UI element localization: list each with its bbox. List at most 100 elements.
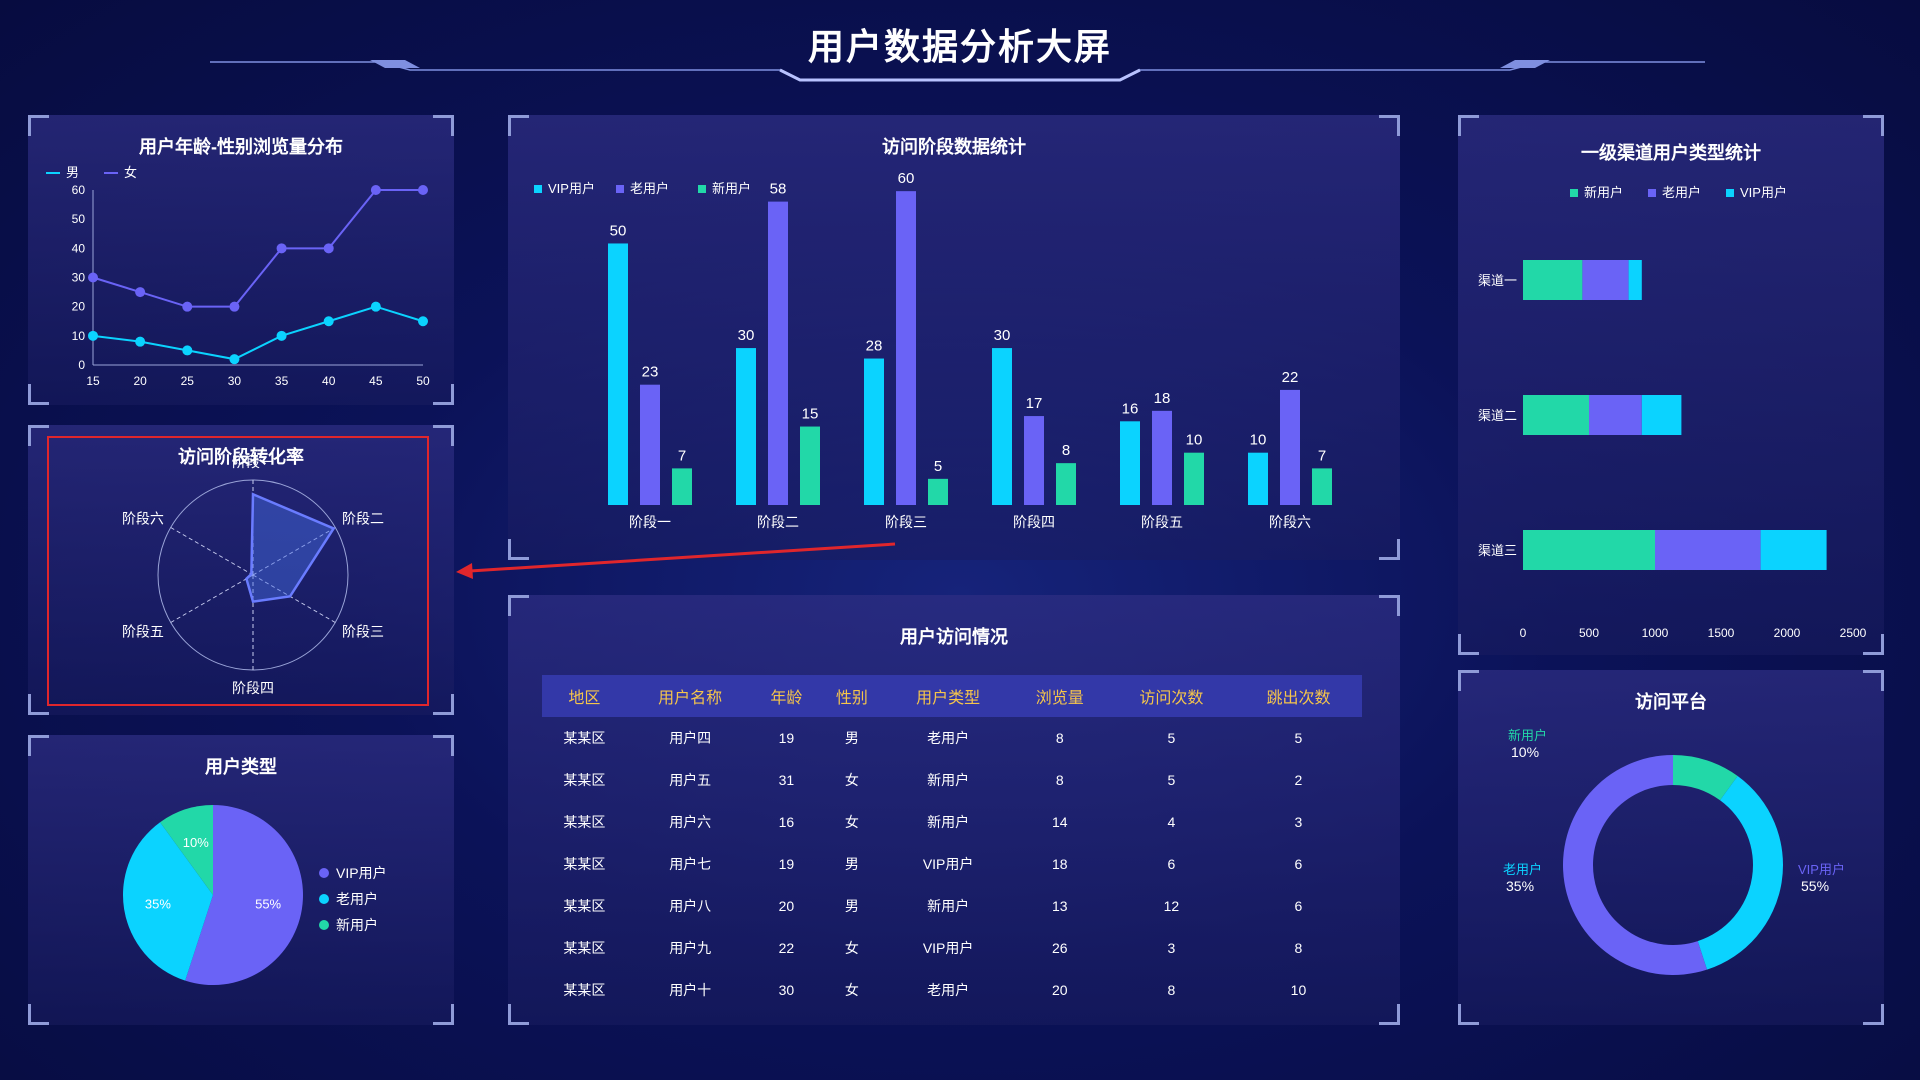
data-point [370, 301, 381, 312]
table-cell: 2 [1294, 772, 1303, 788]
x-tick-label: 阶段三 [885, 514, 927, 530]
bar-value-label: 17 [1026, 395, 1043, 412]
table-cell: VIP用户 [922, 856, 974, 872]
donut-category-label: VIP用户 [1798, 862, 1845, 877]
pie-slice-label: 10% [183, 835, 209, 850]
x-tick-label: 50 [416, 374, 430, 388]
table-cell: 用户九 [669, 940, 712, 956]
x-tick-label: 1000 [1642, 626, 1669, 640]
table-cell: 男 [844, 856, 859, 872]
table-cell: 某某区 [563, 982, 606, 998]
table-cell: 4 [1167, 814, 1176, 830]
data-point [276, 330, 287, 341]
pie-slice [123, 822, 213, 981]
y-tick-label: 渠道三 [1478, 543, 1517, 558]
table-row: 某某区 用户十 30 女 老用户 20 8 10 [542, 969, 1362, 1011]
bar-value-label: 30 [994, 327, 1011, 344]
bar [736, 348, 756, 505]
table-cell: 男 [844, 898, 859, 914]
x-tick-label: 0 [1520, 626, 1527, 640]
legend-label: 老用户 [1662, 185, 1701, 200]
table-cell: 新用户 [927, 814, 970, 830]
table-row: 某某区 用户九 22 女 VIP用户 26 3 8 [542, 927, 1362, 969]
y-tick-label: 20 [72, 300, 86, 314]
access-table-panel: 用户访问情况 地区 用户名称 年龄 性别 用户类型 浏览量 访问次数 跳出次数 某某区 用户四 1… [508, 595, 1400, 1025]
table-cell: 13 [1051, 898, 1068, 914]
stacked-bar-segment [1655, 530, 1761, 570]
table-cell: 6 [1167, 856, 1176, 872]
legend-swatch [1648, 189, 1656, 197]
table-cell: 22 [778, 940, 795, 956]
legend-label: VIP用户 [1740, 185, 1787, 200]
bar [800, 426, 820, 505]
platform-panel: 访问平台 新用户 10% 老用户 35% VIP用户 55% [1458, 670, 1884, 1025]
bar [1184, 452, 1204, 505]
legend-label: 新用户 [1584, 185, 1623, 200]
table-header-row: 地区 用户名称 年龄 性别 用户类型 浏览量 访问次数 跳出次数 [542, 675, 1362, 717]
table-cell: 6 [1294, 898, 1303, 914]
table-cell: 5 [1294, 730, 1303, 746]
user-type-title: 用户类型 [205, 757, 277, 777]
x-tick-label: 2500 [1840, 626, 1867, 640]
series-line-male [92, 305, 424, 361]
table-row: 某某区 用户四 19 男 老用户 8 5 5 [542, 717, 1362, 759]
radar-axis-label: 阶段四 [232, 680, 274, 696]
table-cell: 用户十 [669, 982, 712, 998]
channel-panel: 一级渠道用户类型统计 渠道一 渠道二 渠道三 0 500 1000 1500 2000 2500… [1458, 115, 1884, 655]
data-point [88, 272, 98, 283]
pie-slice-label: 35% [145, 897, 171, 912]
y-tick-label: 40 [72, 241, 86, 255]
page-title: 用户数据分析大屏 [807, 26, 1112, 67]
table-cell: 20 [778, 898, 795, 914]
bar [1120, 421, 1140, 505]
stage-stats-title: 访问阶段数据统计 [882, 137, 1026, 157]
table-cell: 26 [1051, 940, 1068, 956]
legend-swatch [1570, 189, 1578, 197]
x-tick-label: 1500 [1708, 626, 1735, 640]
bar-value-label: 58 [770, 181, 787, 198]
table-cell: 5 [1167, 772, 1176, 788]
table-header-cell: 用户名称 [626, 675, 754, 717]
radar-spoke [170, 574, 254, 623]
table-cell: 用户八 [669, 898, 712, 914]
data-point [370, 185, 381, 195]
stacked-bar-segment [1589, 395, 1642, 435]
bar [1056, 463, 1076, 505]
bar-value-label: 60 [898, 170, 915, 187]
bar [864, 358, 884, 505]
data-point [182, 301, 193, 312]
highlight-box [47, 436, 429, 706]
y-tick-label: 渠道一 [1478, 273, 1517, 288]
table-cell: 老用户 [927, 730, 970, 746]
table-cell: 某某区 [563, 814, 606, 830]
table-cell: 16 [778, 814, 795, 830]
legend-label: 老用户 [630, 181, 669, 196]
bar-value-label: 16 [1122, 400, 1139, 417]
table-cell: VIP用户 [922, 940, 974, 956]
radar-axis-label: 阶段五 [122, 624, 164, 640]
table-header-cell: 浏览量 [1011, 675, 1108, 717]
table-cell: 某某区 [563, 856, 606, 872]
donut-category-label: 老用户 [1503, 862, 1542, 877]
legend-swatch [319, 920, 329, 930]
data-point [229, 354, 240, 365]
table-cell: 用户五 [669, 772, 712, 788]
access-table-title: 用户访问情况 [900, 627, 1008, 647]
bar-value-label: 10 [1186, 432, 1203, 449]
table-cell: 20 [1051, 982, 1068, 998]
table-cell: 新用户 [927, 772, 970, 788]
bar-value-label: 18 [1154, 390, 1171, 407]
table-cell: 19 [778, 730, 795, 746]
data-point [323, 243, 334, 254]
bar-value-label: 22 [1282, 369, 1299, 386]
legend-label: VIP用户 [336, 865, 387, 881]
table-cell: 某某区 [563, 730, 606, 746]
header-decoration [210, 60, 1705, 82]
table-cell: 用户四 [669, 730, 712, 746]
table-cell: 30 [778, 982, 795, 998]
table-row: 某某区 用户七 19 男 VIP用户 18 6 6 [542, 843, 1362, 885]
radar-title: 访问阶段转化率 [178, 447, 304, 467]
bar [896, 191, 916, 505]
stage-stats-chart: 50 23 7 阶段一 30 58 15 阶段二 28 60 5 阶段三 30 17 8 阶段四 16 18 10 阶… [534, 170, 1332, 530]
bar-value-label: 8 [1062, 442, 1070, 459]
